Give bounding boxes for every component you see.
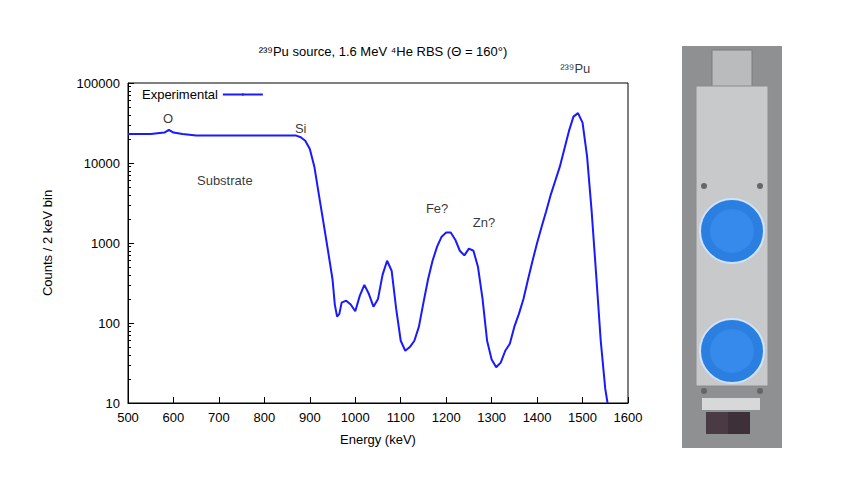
svg-text:Fe?: Fe?: [426, 201, 448, 216]
svg-text:900: 900: [299, 410, 321, 425]
svg-text:Energy (keV): Energy (keV): [340, 432, 416, 447]
svg-text:O: O: [163, 111, 173, 126]
svg-text:500: 500: [117, 410, 139, 425]
svg-text:10000: 10000: [84, 156, 120, 171]
svg-text:Zn?: Zn?: [473, 215, 495, 230]
svg-text:Counts / 2 keV bin: Counts / 2 keV bin: [40, 190, 55, 296]
svg-text:700: 700: [208, 410, 230, 425]
svg-text:800: 800: [254, 410, 276, 425]
svg-text:1600: 1600: [614, 410, 643, 425]
svg-text:Si: Si: [295, 121, 307, 136]
svg-text:100000: 100000: [77, 76, 120, 91]
svg-text:1000: 1000: [341, 410, 370, 425]
svg-text:1400: 1400: [523, 410, 552, 425]
svg-text:1300: 1300: [477, 410, 506, 425]
svg-text:Substrate: Substrate: [197, 173, 253, 188]
svg-text:1100: 1100: [387, 410, 415, 425]
svg-text:1500: 1500: [568, 410, 597, 425]
svg-text:100: 100: [98, 316, 120, 331]
svg-text:²³⁹Pu: ²³⁹Pu: [560, 61, 590, 76]
svg-text:1000: 1000: [91, 236, 120, 251]
svg-text:Experimental: Experimental: [142, 87, 218, 102]
svg-text:600: 600: [163, 410, 185, 425]
svg-text:1200: 1200: [432, 410, 461, 425]
svg-text:10: 10: [106, 396, 120, 411]
svg-text:²³⁹Pu source, 1.6 MeV ⁴He RBS: ²³⁹Pu source, 1.6 MeV ⁴He RBS (Θ = 160°): [259, 44, 508, 59]
